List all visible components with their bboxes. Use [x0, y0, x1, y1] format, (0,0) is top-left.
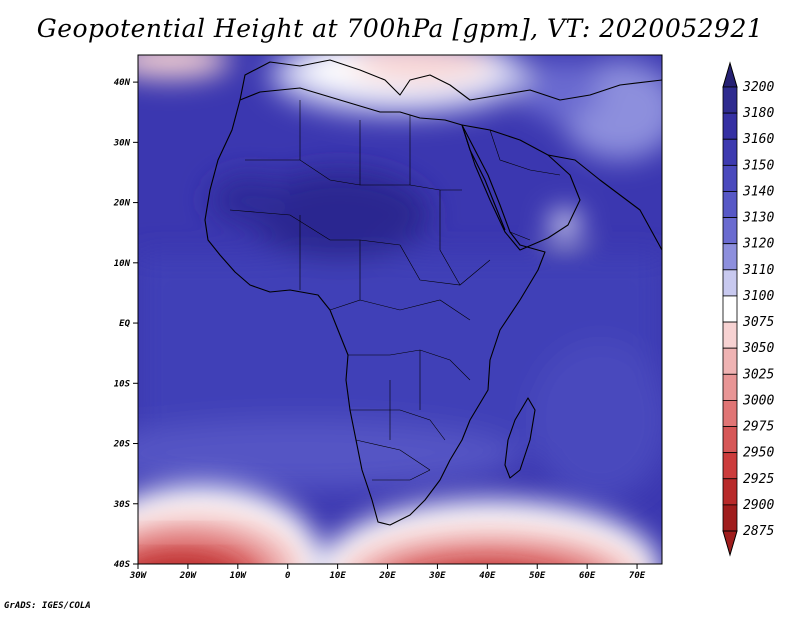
map-title: Geopotential Height at 700hPa [gpm], VT:…: [36, 14, 764, 43]
colorbar-label: 2975: [743, 420, 774, 435]
grads-credit: GrADS: IGES/COLA: [4, 601, 91, 611]
colorbar-segment: [722, 504, 738, 532]
colorbar-bottom-arrow: [722, 530, 738, 557]
colorbar-label: 3180: [742, 106, 774, 121]
lat-tick-label: EQ: [119, 319, 130, 329]
lon-tick-label: 20E: [378, 571, 396, 581]
colorbar-label: 3200: [742, 80, 774, 95]
lon-tick-label: 50E: [529, 571, 546, 581]
colorbar-label: 3025: [742, 367, 774, 382]
lon-tick-label: 70E: [629, 571, 646, 581]
country-borders: [229, 100, 561, 481]
colorbar-segment: [722, 321, 738, 349]
colorbar-segment: [722, 478, 738, 506]
colorbar-segment: [722, 269, 738, 297]
colorbar: 3200 3180 3160 3150 3140 3130 3120 3110 3100 3075…: [722, 61, 774, 557]
colorbar-segment: [722, 452, 738, 480]
colorbar-segment: [722, 426, 738, 454]
colorbar-label: 3150: [742, 158, 774, 173]
madagascar-coastline: [504, 397, 536, 479]
colorbar-segment: [722, 217, 738, 245]
colorbar-label: 3050: [742, 341, 774, 356]
lon-axis: 30W 20W 10W 0 10E 20E 30E 40E 50E 60E 70E: [129, 564, 646, 581]
colorbar-segment: [722, 347, 738, 375]
lat-tick-label: 30N: [113, 138, 131, 148]
colorbar-segment: [722, 112, 738, 140]
africa-coastline: [204, 87, 546, 526]
colorbar-segment: [722, 373, 738, 401]
asia-coastline: [547, 154, 662, 251]
colorbar-label: 3100: [742, 289, 774, 304]
colorbar-label: 3110: [742, 263, 774, 278]
colorbar-top-arrow: [722, 61, 738, 88]
colorbar-segment: [722, 243, 738, 271]
lon-tick-label: 10E: [329, 571, 346, 581]
colorbar-segment: [722, 400, 738, 427]
map-frame: [137, 54, 663, 565]
lat-tick-label: 40S: [114, 560, 131, 570]
colorbar-label: 3140: [742, 184, 774, 199]
lat-tick-label: 30S: [113, 500, 131, 510]
height-field: [138, 55, 662, 564]
coastlines: [204, 59, 662, 526]
colorbar-label: 3160: [742, 132, 774, 147]
lon-tick-label: 0: [285, 571, 291, 581]
lat-tick-label: 10S: [114, 379, 131, 389]
colorbar-label: 2900: [743, 498, 774, 513]
lat-axis: 40N 30N 20N 10N EQ 10S 20S 30S 40S: [113, 78, 138, 570]
red-sea: [461, 124, 506, 231]
colorbar-label: 3000: [742, 393, 774, 408]
arabia-coastline: [461, 124, 581, 251]
colorbar-segment: [722, 138, 738, 166]
colorbar-label: 2950: [743, 446, 774, 461]
lon-tick-label: 10W: [230, 571, 248, 581]
lon-tick-label: 60E: [579, 571, 596, 581]
lat-tick-label: 10N: [114, 259, 131, 269]
colorbar-label: 2925: [743, 472, 774, 487]
lon-tick-label: 40E: [479, 571, 496, 581]
colorbar-label: 3130: [742, 211, 774, 226]
lat-tick-label: 20S: [113, 440, 131, 450]
colorbar-label: 3120: [742, 237, 774, 252]
colorbar-label: 3075: [742, 315, 774, 330]
lon-tick-label: 20W: [179, 571, 198, 581]
lon-tick-label: 30W: [129, 571, 148, 581]
lon-tick-label: 30E: [428, 571, 446, 581]
lat-tick-label: 20N: [113, 199, 131, 209]
colorbar-segment: [722, 191, 738, 218]
colorbar-segment: [722, 86, 738, 114]
colorbar-label: 2875: [743, 524, 774, 539]
europe-coastline: [239, 59, 662, 101]
colorbar-segment: [722, 164, 738, 192]
lat-tick-label: 40N: [114, 78, 131, 88]
colorbar-segment: [722, 295, 738, 323]
